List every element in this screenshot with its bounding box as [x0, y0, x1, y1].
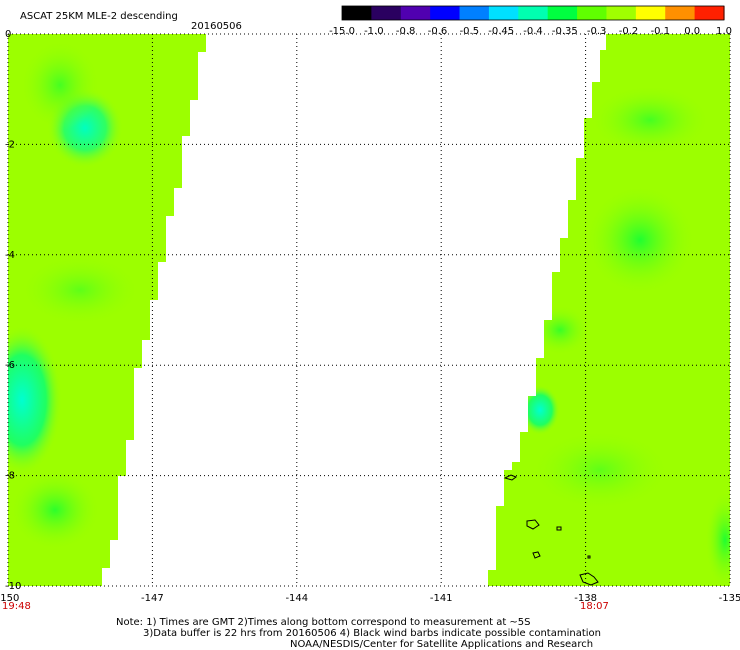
map-date: 20160506 [191, 21, 242, 32]
colorbar-tick-label: -0.5 [460, 26, 480, 37]
longitude-tick-label: -135 [719, 593, 740, 604]
colorbar-swatch [518, 6, 549, 20]
colorbar-swatch [606, 6, 637, 20]
longitude-tick-label: -138 [574, 593, 597, 604]
colorbar-tick-label: -0.1 [651, 26, 671, 37]
latitude-tick-label: -2 [5, 139, 15, 150]
colorbar: -15.0 -1.0 -0.8 -0.6 -0.5 -0.45 -0.4 -0.35 -0.3 -… [329, 5, 732, 37]
colorbar-swatch [459, 6, 490, 20]
longitude-tick-label: -144 [285, 593, 308, 604]
note-line-2: 3)Data buffer is 22 hrs from 20160506 4)… [143, 628, 601, 639]
colorbar-swatch [547, 6, 578, 20]
longitude-tick-label: -147 [141, 593, 164, 604]
latitude-tick-label: -8 [5, 471, 15, 482]
longitude-tick-labels: -150 -147 -144 -141 -138 -135 [0, 593, 740, 604]
lat-lon-grid [7, 33, 731, 587]
colorbar-swatch [371, 6, 402, 20]
colorbar-tick-label: -0.3 [587, 26, 607, 37]
colorbar-swatch [400, 6, 431, 20]
colorbar-tick-label: -15.0 [329, 26, 355, 37]
colorbar-swatch [577, 6, 608, 20]
colorbar-tick-label: -0.6 [428, 26, 448, 37]
colorbar-tick-label: -0.2 [619, 26, 639, 37]
note-line-1: Note: 1) Times are GMT 2)Times along bot… [116, 617, 531, 628]
colorbar-swatch [665, 6, 696, 20]
colorbar-tick-label: -0.8 [396, 26, 416, 37]
longitude-tick-label: -150 [0, 593, 19, 604]
colorbar-tick-label: 0.0 [684, 26, 700, 37]
latitude-tick-label: -6 [5, 360, 15, 371]
latitude-tick-label: 0 [5, 29, 11, 40]
colorbar-tick-label: -0.35 [552, 26, 578, 37]
colorbar-tick-label: 1.0 [716, 26, 732, 37]
colorbar-swatch [694, 6, 725, 20]
colorbar-swatch [635, 6, 666, 20]
latitude-tick-label: -10 [5, 581, 21, 592]
colorbar-frame [341, 5, 725, 21]
colorbar-tick-label: -0.4 [523, 26, 543, 37]
latitude-tick-labels: 0 -2 -4 -6 -8 -10 [5, 29, 21, 592]
colorbar-tick-label: -0.45 [488, 26, 514, 37]
note-line-3: NOAA/NESDIS/Center for Satellite Applica… [290, 639, 594, 650]
colorbar-swatch [488, 6, 519, 20]
time-left: 19:48 [2, 601, 31, 612]
map-title: ASCAT 25KM MLE-2 descending [20, 11, 178, 22]
longitude-tick-label: -141 [430, 593, 453, 604]
island-outlines [503, 474, 599, 586]
colorbar-swatch [342, 6, 372, 20]
colorbar-swatch [430, 6, 461, 20]
colorbar-tick-label: -1.0 [364, 26, 384, 37]
time-right: 18:07 [580, 601, 609, 612]
latitude-tick-label: -4 [5, 250, 15, 261]
